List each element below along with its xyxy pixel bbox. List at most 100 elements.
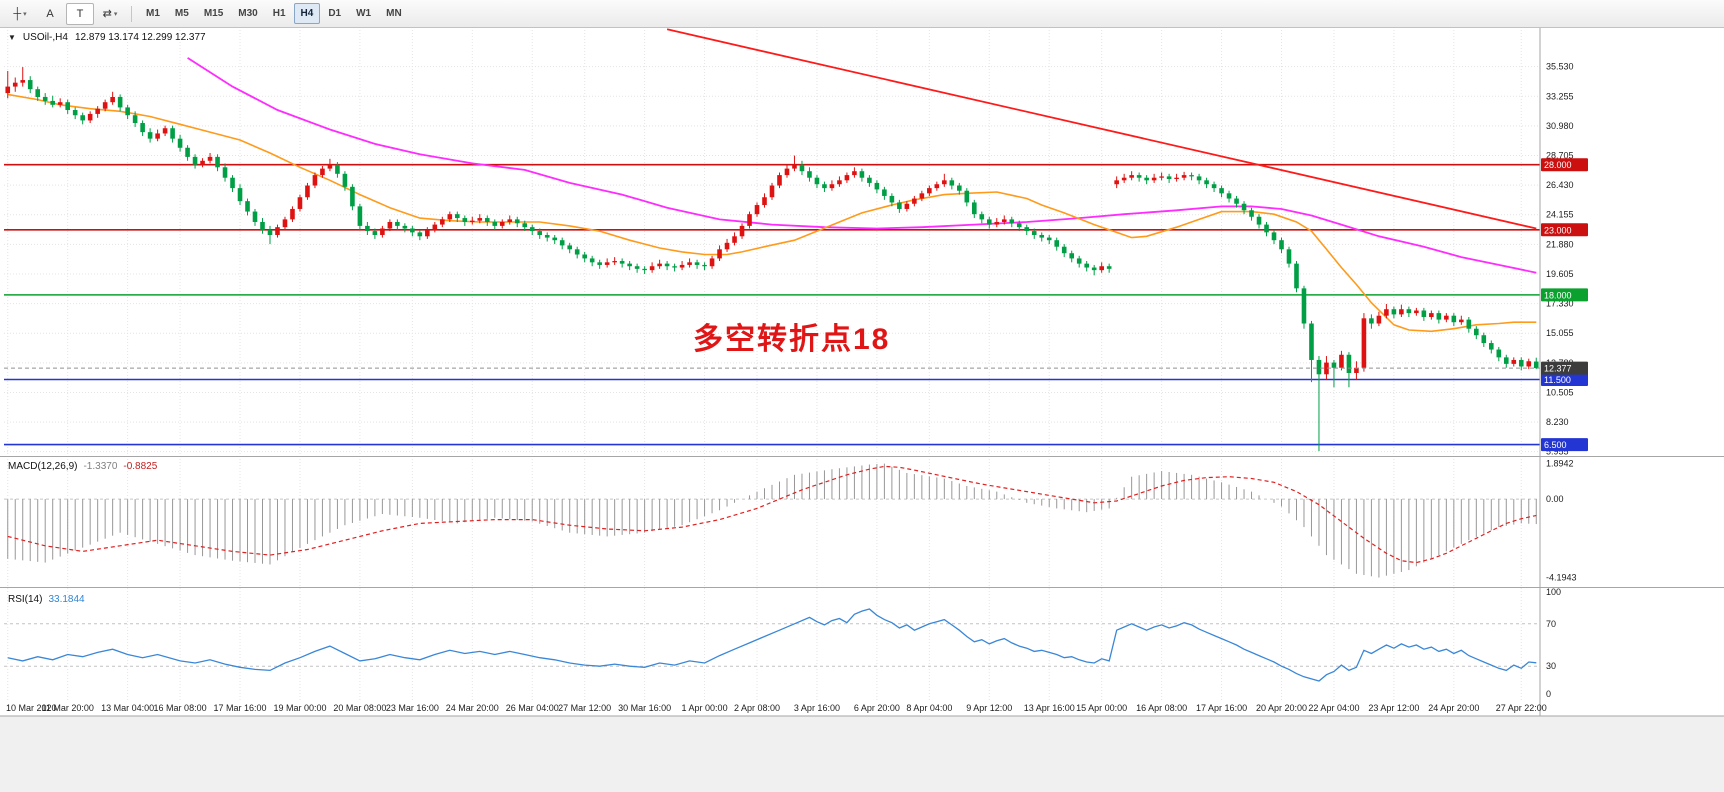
timeframe-button-m5[interactable]: M5: [174, 8, 189, 19]
candle-body: [57, 102, 63, 105]
candle: [335, 162, 340, 178]
candle-body: [514, 219, 520, 224]
candle: [80, 112, 85, 125]
candle-body: [1279, 240, 1284, 250]
candle-body: [709, 258, 715, 267]
candle-body: [132, 115, 138, 124]
crosshair-tool-button[interactable]: ┼ ▾: [6, 3, 34, 25]
time-axis-label: 1 Apr 00:00: [682, 703, 728, 713]
candle: [732, 232, 737, 246]
candle-body: [724, 242, 730, 250]
drawing-tools-button[interactable]: ⇄ ▾: [96, 3, 124, 25]
price-axis-tick: 5.955: [1546, 447, 1569, 457]
slow-moving-average-line: [187, 57, 1537, 274]
candle: [717, 245, 722, 262]
rsi-scale-label: 100: [1546, 587, 1561, 597]
candle-body: [754, 205, 760, 215]
candle-body: [792, 164, 797, 169]
candle: [1211, 181, 1217, 193]
timeframe-button-m1[interactable]: M1: [146, 8, 160, 19]
candle: [627, 261, 632, 271]
candle-body: [634, 266, 640, 269]
candle-body: [305, 185, 310, 198]
candle-body: [395, 221, 400, 226]
candle-body: [552, 237, 558, 241]
timeframe-button-w1[interactable]: W1: [356, 8, 372, 19]
candle-body: [1256, 216, 1262, 225]
candle-body: [1271, 232, 1277, 241]
timeframe-button-h4[interactable]: H4: [293, 3, 321, 24]
time-axis-label: 24 Mar 20:00: [446, 703, 499, 713]
candle: [260, 218, 265, 234]
drawing-tools-icon: ⇄: [102, 8, 112, 20]
candle-body: [919, 193, 925, 199]
candle: [1016, 220, 1022, 232]
candle: [1039, 232, 1045, 242]
candle-body: [904, 203, 910, 209]
candle-body: [1421, 310, 1427, 318]
candle: [155, 129, 160, 142]
candle: [350, 184, 355, 211]
macd-scale-label: -4.1943: [1546, 572, 1577, 582]
candle: [1481, 332, 1487, 347]
candle-body: [1031, 231, 1037, 235]
timeframe-button-m30[interactable]: M30: [238, 8, 258, 19]
descending-trendline[interactable]: [666, 28, 1537, 230]
candle: [1084, 261, 1089, 272]
candle: [12, 77, 18, 92]
price-axis-tick: 21.880: [1546, 239, 1574, 249]
candle: [147, 128, 153, 143]
candle-body: [1174, 177, 1179, 180]
rsi-scale[interactable]: 100 70 30 0: [1546, 587, 1561, 699]
annotation-a-button[interactable]: A: [36, 3, 64, 25]
annotation-a-icon: A: [46, 7, 54, 20]
candle: [1031, 228, 1037, 239]
candle-body: [282, 219, 288, 228]
candle: [1174, 173, 1179, 182]
macd-scale[interactable]: 1.8942 0.00 -4.1943: [1546, 459, 1577, 583]
timeframe-button-m15[interactable]: M15: [203, 8, 224, 19]
fast-moving-average-line: [7, 93, 1537, 333]
time-axis-label: 19 Mar 00:00: [273, 703, 326, 713]
chart-background[interactable]: [0, 28, 1724, 716]
price-tag-label: 12.377: [1544, 364, 1572, 374]
candle: [1369, 314, 1374, 329]
candle-body: [290, 208, 295, 220]
candle-body: [297, 197, 303, 209]
candle: [897, 199, 902, 213]
candle-body: [155, 133, 160, 139]
timeframe-button-d1[interactable]: D1: [328, 8, 342, 19]
candle: [275, 224, 280, 238]
candle-body: [829, 184, 835, 189]
candle: [1061, 244, 1067, 258]
candle: [380, 225, 385, 238]
candle-body: [1436, 313, 1442, 320]
dropdown-caret-icon: ▾: [23, 10, 27, 18]
symbol-dropdown-icon[interactable]: ▼: [8, 33, 16, 42]
timeframe-button-h1[interactable]: H1: [272, 8, 286, 19]
candle-body: [1069, 253, 1075, 259]
candle-body: [177, 138, 183, 148]
candle-body: [1301, 288, 1307, 324]
candle-body: [87, 113, 93, 121]
candle-body: [739, 225, 745, 237]
annotation-text[interactable]: 多空转折点18: [693, 323, 891, 356]
candle-body: [544, 234, 550, 238]
candle: [514, 216, 520, 228]
candle-body: [1099, 266, 1104, 271]
candle-body: [42, 96, 48, 101]
candle-body: [1151, 177, 1157, 181]
candle: [1331, 359, 1337, 388]
candle: [1271, 229, 1277, 245]
time-axis-label: 20 Mar 08:00: [333, 703, 386, 713]
candle: [117, 94, 123, 112]
candle: [1376, 311, 1382, 327]
timeframe-button-mn[interactable]: MN: [386, 8, 402, 19]
candle-body: [649, 266, 655, 271]
text-tool-button[interactable]: T: [66, 2, 94, 25]
candle-body: [1526, 361, 1532, 367]
candle: [492, 219, 498, 230]
candle: [912, 195, 917, 207]
